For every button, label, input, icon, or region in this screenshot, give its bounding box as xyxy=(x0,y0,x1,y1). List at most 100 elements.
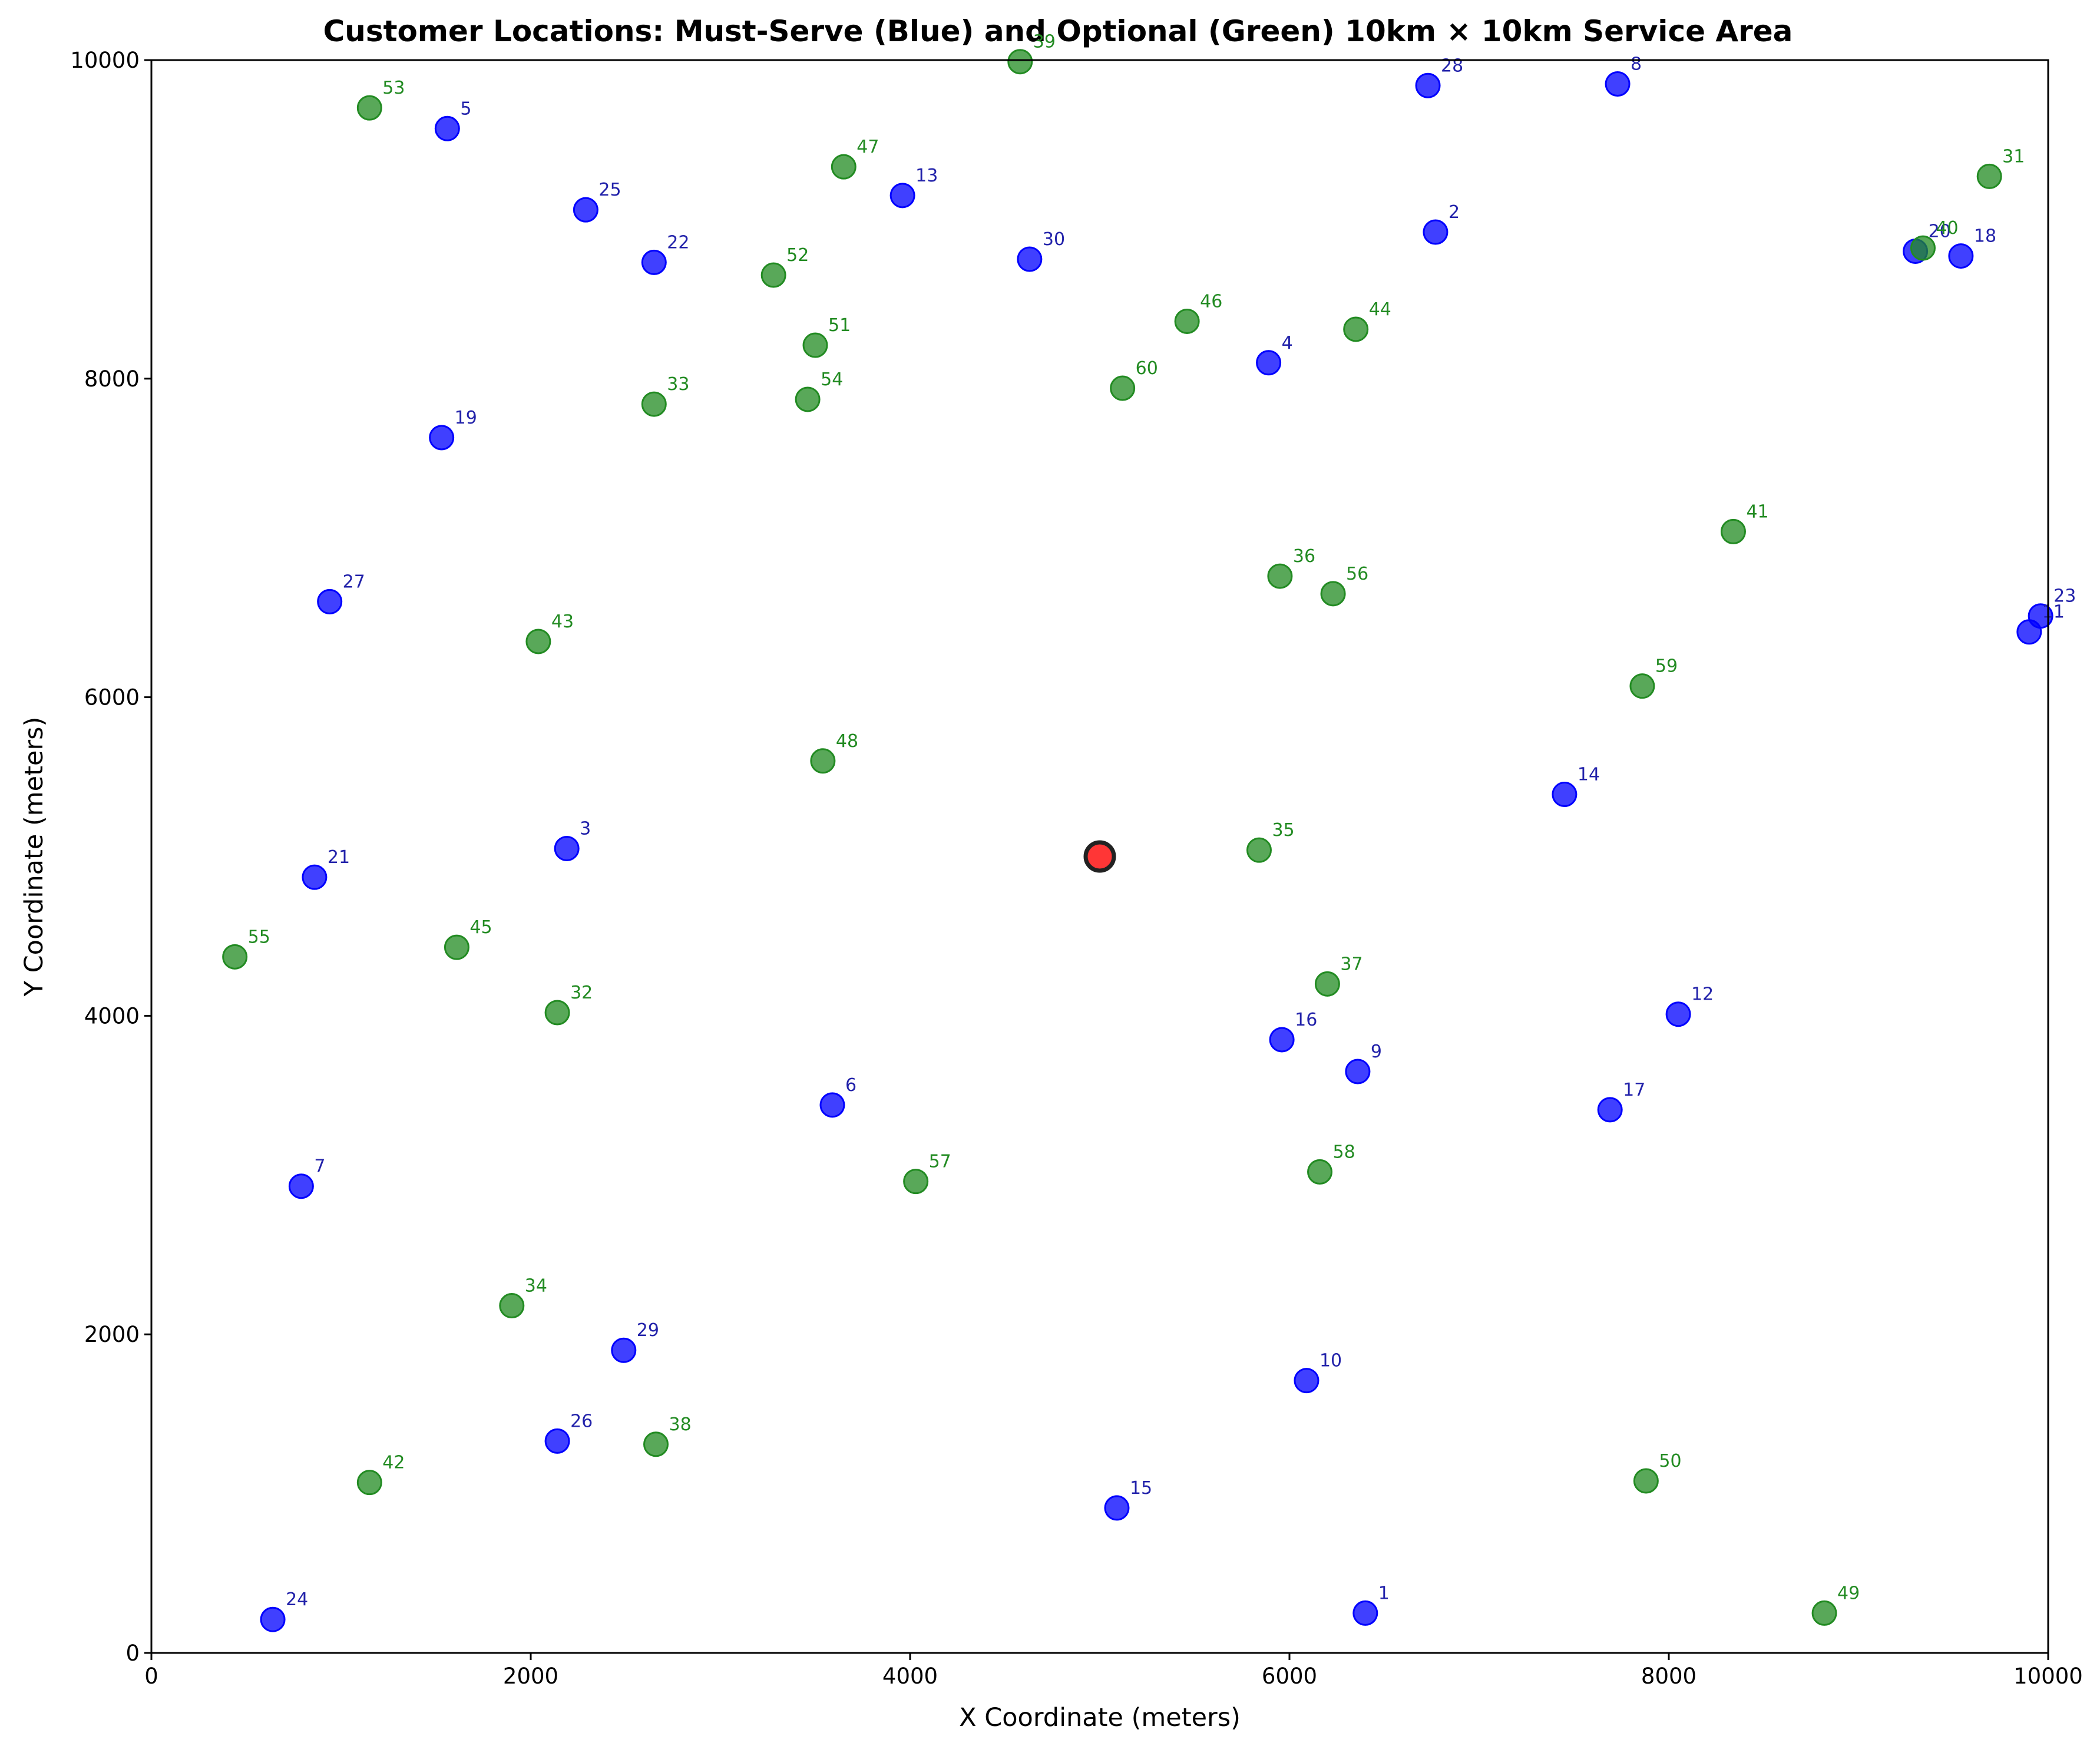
must-serve-point xyxy=(889,183,915,209)
must-serve-point xyxy=(1294,1368,1319,1394)
must-serve-point xyxy=(434,115,460,141)
must-serve-point-label: 20 xyxy=(1929,221,1951,242)
x-tick-label: 8000 xyxy=(1641,1664,1696,1689)
optional-point-label: 39 xyxy=(1033,32,1056,52)
optional-point-label: 58 xyxy=(1333,1142,1355,1162)
optional-point xyxy=(1910,235,1936,261)
must-serve-point-label: 21 xyxy=(328,847,350,868)
optional-point xyxy=(1629,673,1655,699)
must-serve-point xyxy=(1104,1495,1130,1521)
optional-point-label: 37 xyxy=(1340,954,1362,974)
must-serve-point xyxy=(1256,350,1282,376)
must-serve-point xyxy=(1415,72,1441,98)
optional-point-label: 44 xyxy=(1369,299,1391,320)
must-serve-point-label: 8 xyxy=(1631,54,1642,75)
optional-point xyxy=(903,1169,929,1195)
optional-point xyxy=(643,1431,669,1457)
optional-point xyxy=(1307,1159,1333,1185)
optional-point-label: 31 xyxy=(2002,146,2025,167)
must-serve-point xyxy=(611,1337,637,1363)
must-serve-point xyxy=(1345,1059,1371,1084)
optional-point-label: 45 xyxy=(469,917,492,938)
y-axis-label: Y Coordinate (meters) xyxy=(19,717,49,997)
must-serve-point xyxy=(544,1428,570,1454)
optional-point xyxy=(1246,837,1272,863)
must-serve-point-label: 26 xyxy=(570,1411,593,1431)
must-serve-point-label: 11 xyxy=(2042,602,2065,623)
optional-point-label: 54 xyxy=(821,369,843,390)
must-serve-point-label: 10 xyxy=(1319,1351,1342,1371)
must-serve-point-label: 16 xyxy=(1295,1010,1317,1030)
optional-point-label: 49 xyxy=(1837,1583,1860,1603)
optional-point xyxy=(544,1000,570,1026)
must-serve-point-label: 29 xyxy=(637,1320,659,1341)
must-serve-point-label: 5 xyxy=(460,98,471,119)
x-tick-label: 4000 xyxy=(882,1664,938,1689)
must-serve-point xyxy=(1948,243,1974,269)
must-serve-point-label: 17 xyxy=(1623,1080,1645,1100)
optional-point-label: 50 xyxy=(1659,1451,1681,1471)
must-serve-point-label: 3 xyxy=(580,818,591,839)
optional-point xyxy=(1720,518,1746,544)
y-axis-ticks: 0 2000 4000 6000 8000 10000 xyxy=(70,48,151,1666)
optional-point xyxy=(499,1293,525,1319)
must-serve-point-label: 24 xyxy=(286,1589,308,1610)
must-serve-point-label: 14 xyxy=(1578,765,1600,785)
must-serve-point-label: 23 xyxy=(2053,586,2076,607)
must-serve-point-label: 4 xyxy=(1282,333,1293,353)
optional-point-label: 51 xyxy=(828,315,851,336)
must-serve-point xyxy=(1597,1097,1623,1123)
optional-point-label: 46 xyxy=(1200,291,1222,312)
y-tick-label: 2000 xyxy=(84,1322,140,1347)
must-serve-point-label: 28 xyxy=(1441,55,1463,76)
optional-point xyxy=(1811,1600,1837,1626)
x-tick-label: 10000 xyxy=(2013,1664,2083,1689)
optional-point xyxy=(795,386,821,412)
optional-point-label: 56 xyxy=(1346,564,1368,584)
must-serve-point xyxy=(573,197,598,223)
optional-point-label: 33 xyxy=(667,374,689,395)
must-serve-point xyxy=(1605,71,1631,97)
y-tick-label: 8000 xyxy=(84,366,140,392)
optional-point-label: 35 xyxy=(1272,820,1294,841)
must-serve-point-label: 2 xyxy=(1448,202,1460,223)
must-serve-point-label: 15 xyxy=(1130,1478,1152,1499)
optional-point-label: 57 xyxy=(929,1152,951,1172)
optional-point-label: 59 xyxy=(1655,656,1678,677)
must-serve-point-label: 22 xyxy=(667,232,689,253)
must-serve-point xyxy=(1352,1600,1378,1626)
x-tick-label: 0 xyxy=(144,1664,158,1689)
must-serve-point xyxy=(260,1606,286,1632)
optional-point-label: 43 xyxy=(551,611,574,632)
optional-point-label: 40 xyxy=(1936,218,1958,239)
optional-point-label: 52 xyxy=(786,245,809,266)
must-serve-point xyxy=(1269,1027,1295,1053)
optional-point xyxy=(525,629,551,654)
depot-point xyxy=(1083,840,1116,873)
x-tick-label: 6000 xyxy=(1262,1664,1317,1689)
must-serve-point xyxy=(2028,603,2053,629)
must-serve-point xyxy=(641,249,667,275)
plot-area-frame xyxy=(150,59,2049,1654)
optional-point xyxy=(641,391,667,417)
optional-point xyxy=(356,95,382,121)
y-tick-label: 6000 xyxy=(84,685,140,710)
must-serve-point xyxy=(1552,782,1578,808)
optional-point-label: 36 xyxy=(1293,546,1315,567)
optional-point xyxy=(1976,163,2002,189)
optional-point xyxy=(831,154,856,180)
y-tick-label: 10000 xyxy=(70,48,140,73)
must-serve-point xyxy=(1665,1001,1691,1027)
x-tick-label: 2000 xyxy=(503,1664,558,1689)
optional-point xyxy=(1314,971,1340,997)
optional-point xyxy=(1007,49,1033,75)
x-axis-ticks: 0 2000 4000 6000 8000 10000 xyxy=(144,1653,2083,1689)
must-serve-point-label: 6 xyxy=(845,1075,856,1096)
must-serve-point-label: 30 xyxy=(1043,229,1065,250)
optional-point xyxy=(1267,563,1293,589)
optional-point xyxy=(1110,375,1136,401)
optional-point xyxy=(1633,1468,1659,1494)
must-serve-point-label: 13 xyxy=(915,166,938,186)
must-serve-point xyxy=(554,835,580,861)
